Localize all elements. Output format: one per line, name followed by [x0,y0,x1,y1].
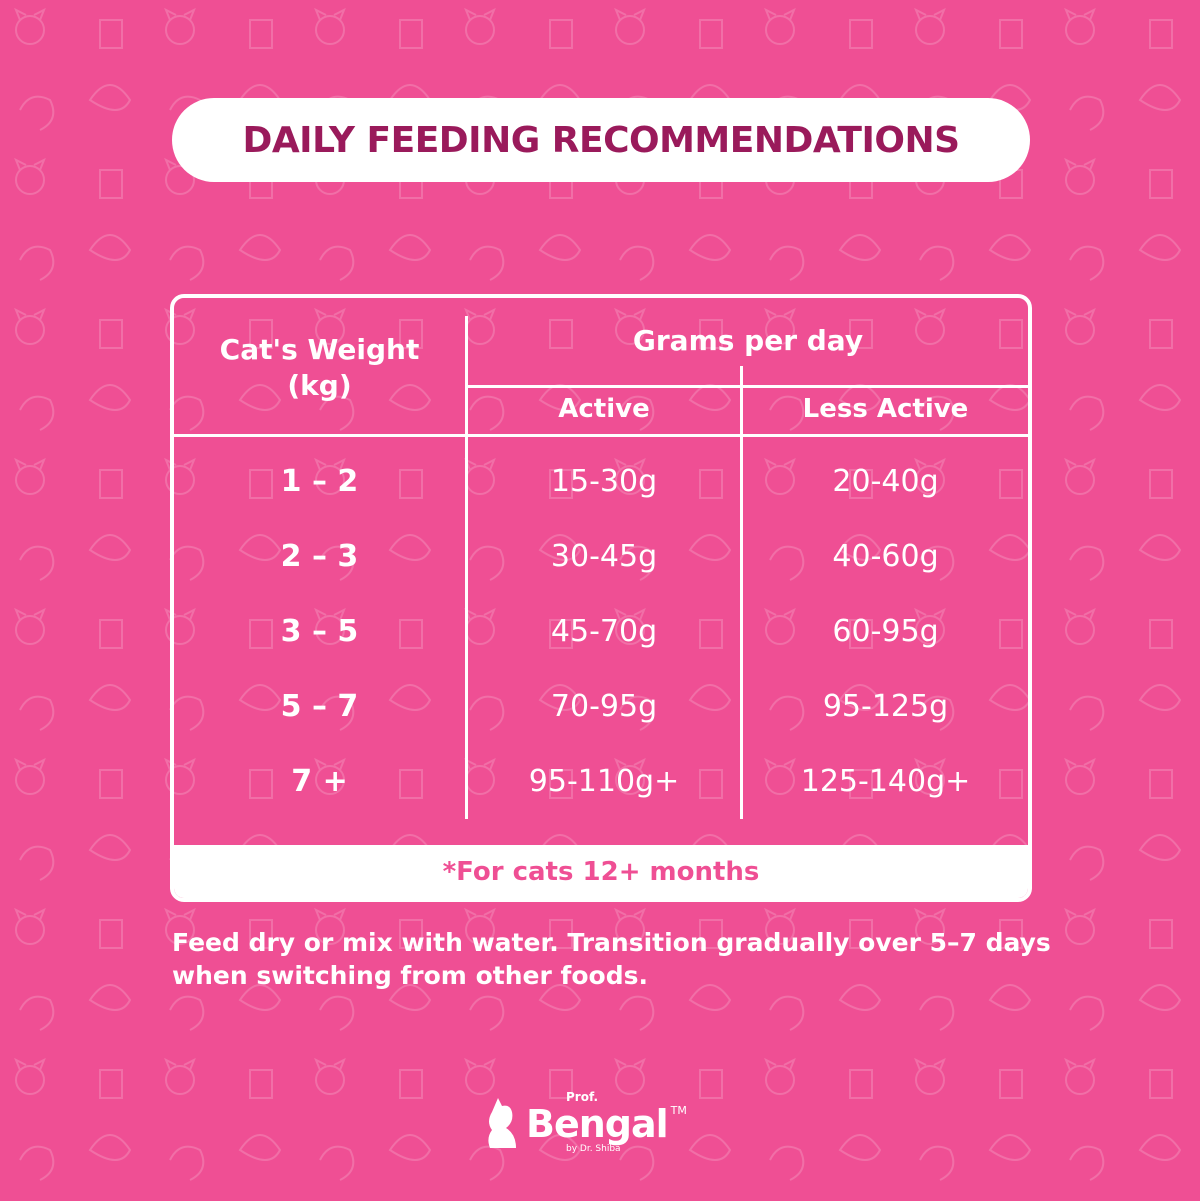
less-active-cell: 40-60g [832,539,939,574]
weight-cell: 2 – 3 [280,539,359,574]
feeding-note: Feed dry or mix with water. Transition g… [172,928,1051,990]
active-cell: 15-30g [550,464,658,499]
logo-name: Bengal [526,1102,669,1146]
logo-wordmark: Prof. Bengal TM by Dr. Shiba [526,1090,687,1155]
weight-cell: 3 – 5 [280,614,359,649]
logo-tm: TM [670,1104,687,1117]
weight-cell: 7 + [291,764,348,799]
weight-header-line1: Cat's Weight [219,333,420,366]
active-cell: 45-70g [550,614,658,649]
logo-tagline: by Dr. Shiba [566,1144,621,1154]
grams-per-day-header: Grams per day [632,324,864,357]
weight-cell: 1 – 2 [280,464,359,499]
active-cell: 30-45g [550,539,658,574]
footnote-band: *For cats 12+ months [174,845,1028,898]
less-active-cell: 60-95g [832,614,939,649]
logo-prefix: Prof. [566,1090,599,1104]
cat-silhouette-icon [488,1097,516,1148]
less-active-cell: 125-140g+ [800,764,971,799]
divider [174,434,1028,437]
less-active-cell: 95-125g [822,689,949,724]
divider [740,366,743,819]
feeding-table: Cat's Weight (kg) Grams per day Active L… [170,294,1032,902]
divider [465,385,1028,388]
active-header: Active [558,394,650,424]
weight-header-line2: (kg) [287,369,352,402]
divider [465,316,468,819]
less-active-header: Less Active [802,394,969,424]
title-banner: DAILY FEEDING RECOMMENDATIONS [172,98,1030,182]
less-active-cell: 20-40g [832,464,939,499]
footnote: *For cats 12+ months [442,856,760,887]
active-cell: 70-95g [550,689,658,724]
logo-main-line: Bengal TM [526,1104,687,1144]
weight-cell: 5 – 7 [280,689,359,724]
page-title: DAILY FEEDING RECOMMENDATIONS [242,119,960,161]
active-cell: 95-110g+ [528,764,680,799]
weight-header: Cat's Weight (kg) [174,332,465,404]
brand-logo: Prof. Bengal TM by Dr. Shiba [486,1090,687,1155]
